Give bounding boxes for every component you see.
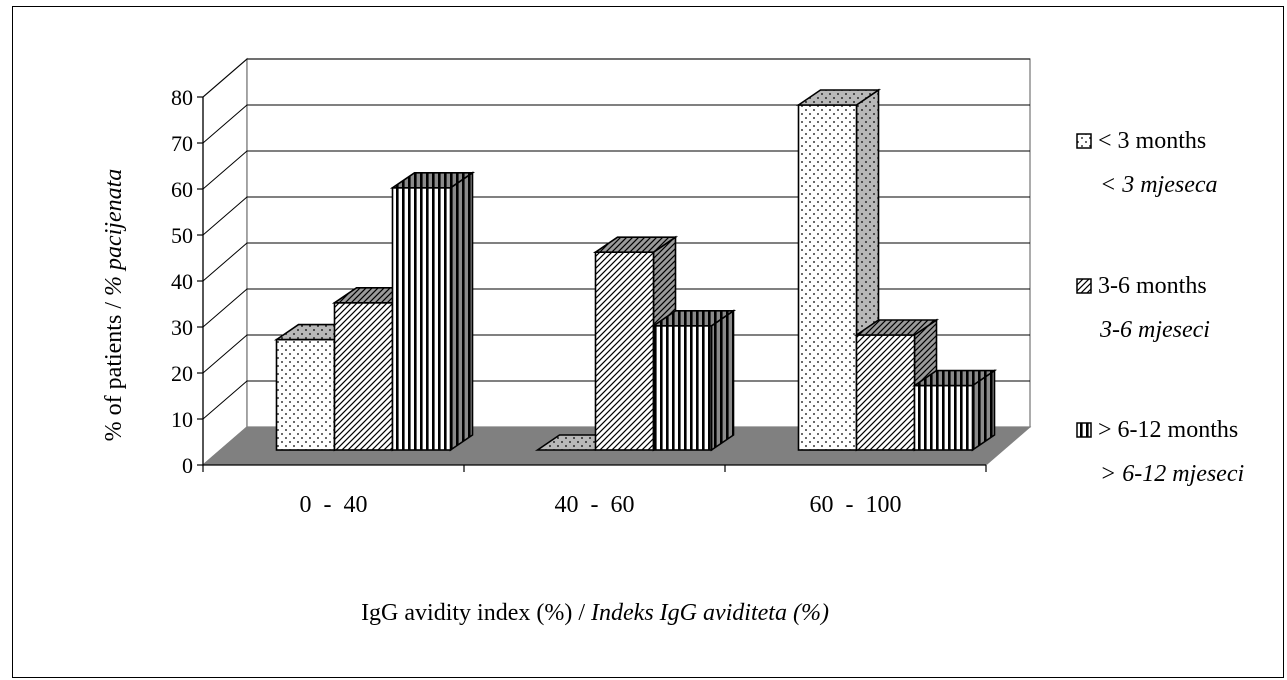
bar-front [594,251,655,451]
legend-label: 3-6 months [1098,273,1207,299]
y-axis: 0 10 20 30 40 50 60 70 80 [171,85,204,478]
y-tick-label: 50 [171,223,193,248]
y-tick-label: 0 [182,453,193,478]
x-axis-label: IgG avidity index (%) / Indeks IgG avidi… [361,600,829,626]
legend-label-local: > 6-12 mjeseci [1100,461,1244,487]
gridline [202,150,1030,190]
y-tick-label: 40 [171,269,193,294]
gridline [202,104,1030,144]
bars [273,88,998,452]
gridline [202,58,1030,98]
bar-side [710,309,735,452]
bar-front [797,104,858,451]
gridline [202,380,1030,420]
bar-top [389,172,476,189]
bar [650,309,737,452]
legend-label-local: < 3 mjeseca [1100,172,1218,198]
legend-label-local: 3-6 mjeseci [1099,317,1210,343]
bar-front [333,301,394,451]
gridlines [202,58,1030,420]
bar-top [795,89,882,106]
bar-front [855,334,916,451]
gridline [202,242,1030,282]
x-tick-label: 40 - 60 [555,492,635,518]
y-tick-label: 70 [171,131,193,156]
bar-top [592,236,679,253]
bar [389,171,476,452]
y-axis-label: % of patients / % pacijenata [101,169,127,442]
y-tick-label: 60 [171,177,193,202]
legend-label: > 6-12 months [1098,417,1238,443]
bar-front [275,338,336,451]
gridline [202,288,1030,328]
legend: < 3 months < 3 mjeseca 3-6 months 3-6 mjese… [1076,128,1244,487]
legend-swatch [1076,133,1092,149]
y-tick-label: 20 [171,361,193,386]
gridline [202,334,1030,374]
bar-front [391,187,452,451]
bar-front [913,384,974,451]
x-axis: 0 - 40 40 - 60 60 - 100 [202,464,987,518]
bar-front [652,324,713,451]
legend-item: > 6-12 months > 6-12 mjeseci [1076,417,1244,487]
gridline [202,196,1030,236]
legend-swatch [1076,278,1092,294]
bar-top [911,369,998,387]
legend-item: 3-6 months 3-6 mjeseci [1076,273,1210,343]
y-tick-label: 10 [171,407,193,432]
legend-label: < 3 months [1098,128,1206,154]
bar-side [449,171,474,452]
bar [911,369,998,452]
legend-swatch [1076,422,1092,438]
x-tick-label: 0 - 40 [300,492,368,518]
bar-top [650,309,737,327]
bar-top [853,319,940,336]
y-tick-label: 30 [171,315,193,340]
legend-item: < 3 months < 3 mjeseca [1076,128,1218,198]
x-tick-label: 60 - 100 [810,492,902,518]
y-tick-label: 80 [171,85,193,110]
